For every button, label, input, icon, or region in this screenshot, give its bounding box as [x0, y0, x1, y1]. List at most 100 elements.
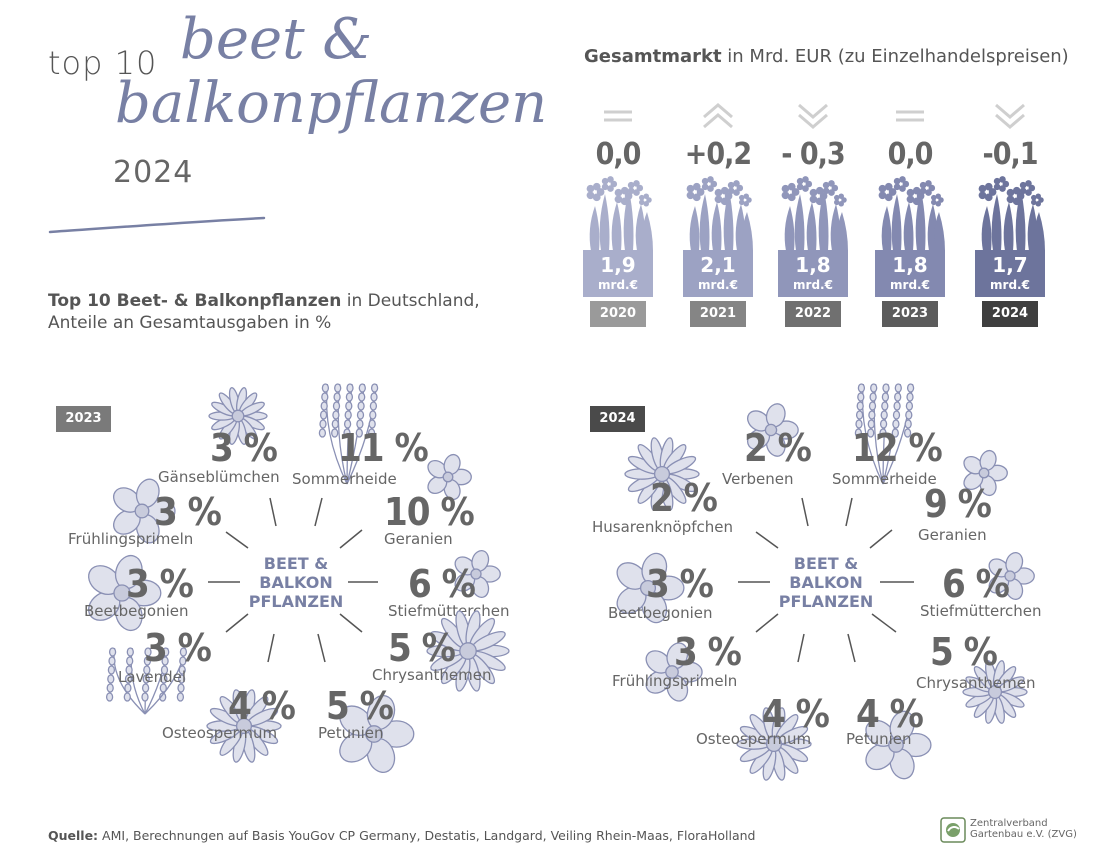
market-value: 2,1 — [700, 253, 736, 277]
market-year: 2022 — [785, 301, 841, 327]
flower-icon — [424, 606, 512, 700]
radial-spoke — [871, 613, 897, 633]
radial-label: Osteospermum — [696, 730, 812, 748]
market-year: 2024 — [982, 301, 1038, 327]
radial-percent: 5 % — [930, 630, 998, 674]
radial-label: Beetbegonien — [608, 604, 713, 622]
radial-label: Osteospermum — [162, 724, 278, 742]
title-script-line1: beet & — [180, 7, 373, 72]
plant-icon — [583, 176, 653, 251]
radial-percent: 6 % — [408, 562, 476, 606]
trend-icon — [598, 101, 638, 131]
radial-spoke — [847, 633, 856, 663]
flower-icon — [446, 546, 506, 606]
radial-label: Frühlingsprimeln — [612, 672, 738, 690]
plant-icon — [778, 176, 848, 251]
market-unit: mrd.€ — [890, 278, 930, 292]
radial-label: Husarenknöpfchen — [592, 518, 734, 536]
radial-year-tag: 2023 — [56, 406, 111, 432]
radial-label: Lavendel — [118, 668, 187, 686]
radial-spoke — [225, 613, 249, 633]
flower-icon — [196, 384, 280, 452]
radial-percent: 2 % — [744, 426, 812, 470]
radial-percent: 10 % — [384, 490, 475, 534]
market-value-box: 1,9 mrd.€ — [583, 250, 653, 297]
source-text: AMI, Berechnungen auf Basis YouGov CP Ge… — [102, 828, 756, 843]
radial-label: Sommerheide — [292, 470, 397, 488]
radial-spoke — [314, 497, 323, 527]
radial-label: Geranien — [918, 526, 987, 544]
radial-percent: 12 % — [852, 426, 943, 470]
radial-spoke — [267, 633, 275, 663]
title-script-line2: balkonpflanzen — [115, 71, 548, 136]
flower-icon — [326, 690, 422, 782]
radial-year-tag: 2024 — [590, 406, 645, 432]
flower-icon — [306, 380, 388, 490]
market-unit: mrd.€ — [793, 278, 833, 292]
radial-spoke — [755, 613, 779, 633]
radial-percent: 3 % — [144, 626, 212, 670]
market-unit: mrd.€ — [598, 278, 638, 292]
flower-icon — [728, 704, 820, 788]
flower-icon — [604, 548, 692, 632]
radial-percent: 11 % — [338, 426, 429, 470]
radial-label: Sommerheide — [832, 470, 937, 488]
radial-center-line: PFLANZEN — [778, 592, 874, 611]
market-value-box: 1,8 mrd.€ — [875, 250, 945, 297]
radial-label: Beetbegonien — [84, 602, 189, 620]
market-change: - 0,3 — [781, 137, 845, 172]
radial-center-line: BALKON — [259, 573, 333, 592]
radial-center-label: BEET & BALKON PFLANZEN — [241, 554, 351, 611]
market-heading-bold: Gesamtmarkt — [584, 46, 722, 67]
subtitle-line2: Anteile an Gesamtausgaben in % — [48, 313, 332, 333]
plant-icon — [683, 176, 753, 251]
trend-icon — [990, 101, 1030, 131]
flower-icon — [956, 446, 1012, 504]
subtitle-bold: Top 10 Beet- & Balkonpflanzen — [48, 291, 342, 311]
radial-percent: 3 % — [126, 562, 194, 606]
radial-spoke — [339, 529, 363, 549]
radial-percent: 9 % — [924, 482, 992, 526]
market-change: -0,1 — [982, 137, 1038, 172]
market-value-box: 2,1 mrd.€ — [683, 250, 753, 297]
radial-percent: 3 % — [646, 562, 714, 606]
flower-icon — [848, 706, 944, 788]
radial-center-line: BEET & — [793, 554, 859, 573]
flower-icon — [204, 680, 284, 776]
radial-spoke — [225, 531, 249, 549]
market-change: 0,0 — [595, 137, 642, 172]
trend-icon — [698, 101, 738, 131]
zvg-logo-icon — [940, 817, 966, 843]
radial-center-line: BEET & — [263, 554, 329, 573]
radial-spoke — [317, 633, 326, 663]
radial-spoke — [797, 633, 805, 663]
market-unit: mrd.€ — [990, 278, 1030, 292]
flower-icon — [76, 550, 168, 640]
market-year: 2021 — [690, 301, 746, 327]
subtitle: Top 10 Beet- & Balkonpflanzen in Deutsch… — [48, 290, 480, 334]
radial-percent: 5 % — [388, 626, 456, 670]
title-year: 2024 — [113, 155, 194, 190]
market-year: 2023 — [882, 301, 938, 327]
source-note: Quelle: AMI, Berechnungen auf Basis YouG… — [48, 828, 755, 843]
radial-percent: 2 % — [650, 476, 718, 520]
radial-spoke — [845, 497, 853, 527]
radial-label: Gänseblümchen — [158, 468, 280, 486]
radial-spoke — [801, 497, 809, 527]
radial-label: Chrysanthemen — [372, 666, 492, 684]
flower-icon — [420, 450, 476, 508]
radial-percent: 4 % — [856, 692, 924, 736]
title-prefix: top 10 — [48, 44, 158, 82]
market-value: 1,8 — [892, 253, 928, 277]
radial-label: Geranien — [384, 530, 453, 548]
flower-icon — [622, 432, 702, 520]
market-heading-rest: in Mrd. EUR (zu Einzelhandelspreisen) — [727, 46, 1069, 67]
plant-icon — [975, 176, 1045, 251]
plant-icon — [875, 176, 945, 251]
flower-icon — [960, 652, 1030, 736]
radial-spoke — [869, 529, 893, 549]
zvg-logo-line1: Zentralverband — [970, 818, 1048, 829]
radial-center-label: BEET & BALKON PFLANZEN — [771, 554, 881, 611]
